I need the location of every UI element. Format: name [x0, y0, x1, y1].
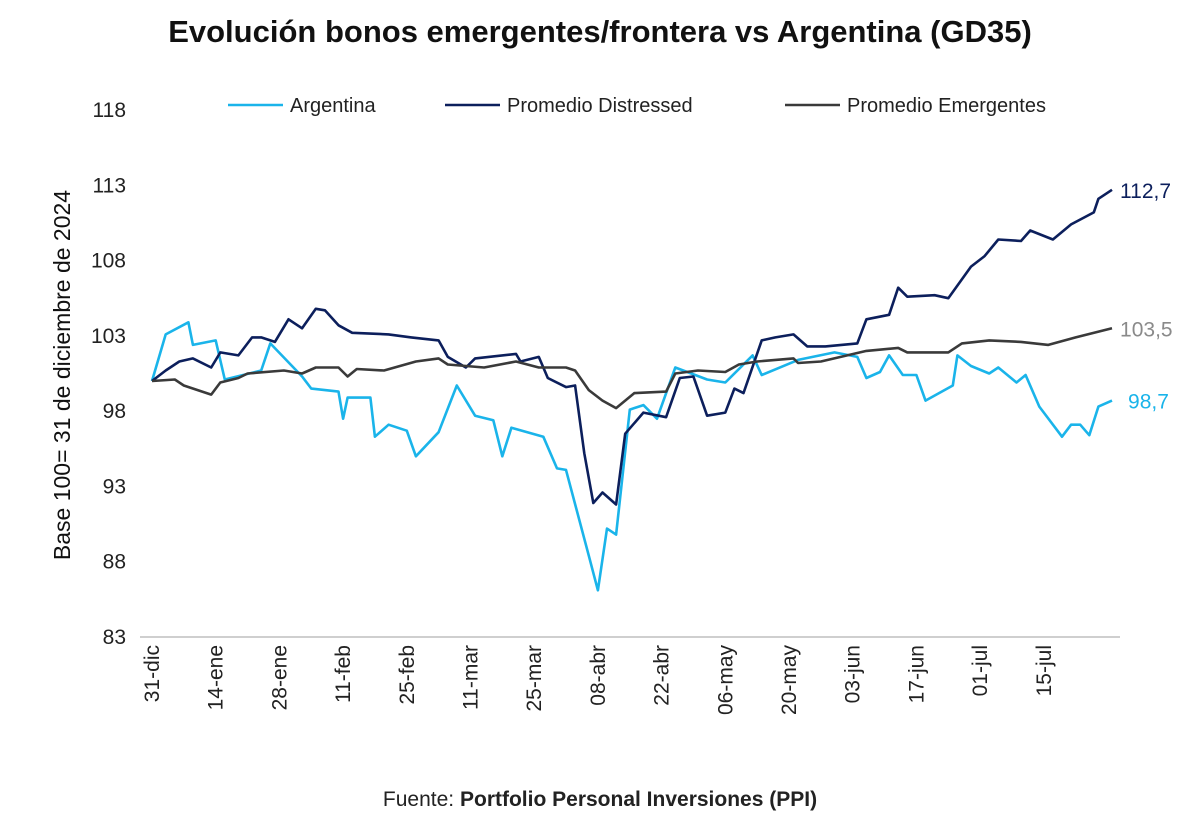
x-tick-label: 28-ene: [268, 645, 291, 710]
source-note: Fuente: Portfolio Personal Inversiones (…: [0, 788, 1200, 812]
x-tick-label: 25-feb: [396, 645, 419, 705]
y-tick-label: 118: [93, 99, 126, 122]
x-tick-label: 17-jun: [905, 645, 928, 703]
series-line-promedio-emergentes: [151, 327, 1113, 410]
legend-label: Promedio Distressed: [507, 95, 693, 117]
x-tick-label: 15-jul: [1033, 645, 1056, 696]
y-tick-label: 108: [91, 250, 126, 273]
y-tick-label: 93: [103, 475, 126, 498]
x-tick-label: 22-abr: [651, 645, 674, 706]
source-name: Portfolio Personal Inversiones (PPI): [459, 788, 818, 811]
y-tick-label: 83: [103, 626, 126, 649]
end-value-label: 103,5: [1120, 318, 1173, 341]
end-value-label: 112,7: [1120, 180, 1171, 203]
y-tick-label: 103: [91, 325, 126, 348]
x-tick-label: 06-may: [714, 645, 737, 716]
source-prefix: Fuente:: [382, 788, 460, 811]
x-tick-label: 11-mar: [460, 645, 483, 710]
x-tick-label: 01-jul: [969, 645, 992, 696]
end-value-label: 98,7: [1128, 391, 1169, 414]
x-tick-label: 20-may: [778, 645, 801, 716]
series-line-argentina: [150, 320, 1113, 592]
x-tick-label: 14-ene: [205, 645, 228, 710]
x-tick-label: 03-jun: [842, 645, 865, 703]
x-tick-label: 25-mar: [523, 645, 546, 712]
y-tick-label: 113: [93, 174, 126, 197]
y-tick-label: 98: [103, 400, 126, 423]
y-axis-label: Base 100= 31 de diciembre de 2024: [49, 190, 75, 560]
y-tick-label: 88: [103, 551, 126, 574]
x-tick-label: 08-abr: [587, 645, 610, 706]
x-tick-label: 11-feb: [332, 645, 355, 703]
legend-label: Argentina: [290, 95, 376, 117]
legend-label: Promedio Emergentes: [847, 95, 1046, 117]
series-line-promedio-distressed: [151, 188, 1113, 506]
chart-title: Evolución bonos emergentes/frontera vs A…: [168, 14, 1032, 49]
x-tick-label: 31-dic: [141, 645, 164, 702]
